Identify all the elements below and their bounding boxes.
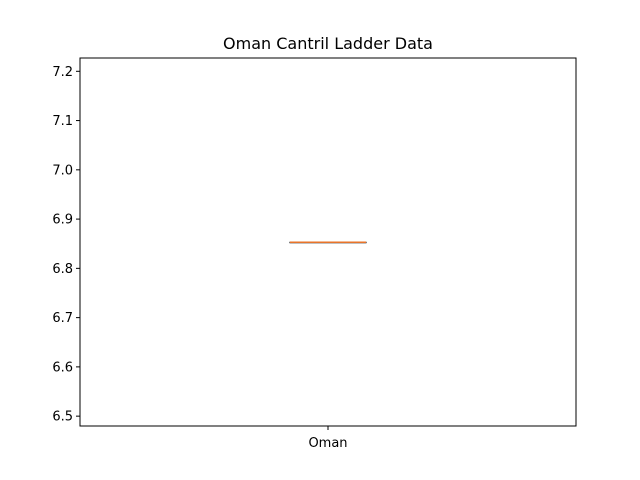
y-axis: 6.5 6.6 6.7 6.8 6.9 7.0 7.1 7.2	[52, 65, 80, 425]
y-tick-label: 6.5	[52, 410, 73, 425]
y-tick-label: 7.1	[52, 114, 73, 129]
x-axis: Oman	[308, 426, 348, 451]
y-tick-label: 7.0	[52, 163, 73, 178]
y-tick-label: 6.9	[52, 213, 73, 228]
y-tick-label: 7.2	[52, 65, 73, 80]
y-tick-label: 6.6	[52, 360, 73, 375]
box-plots	[289, 241, 367, 244]
chart-title: Oman Cantril Ladder Data	[223, 34, 433, 53]
x-tick-label: Oman	[308, 436, 347, 451]
y-tick-label: 6.7	[52, 311, 73, 326]
y-tick-label: 6.8	[52, 262, 73, 277]
